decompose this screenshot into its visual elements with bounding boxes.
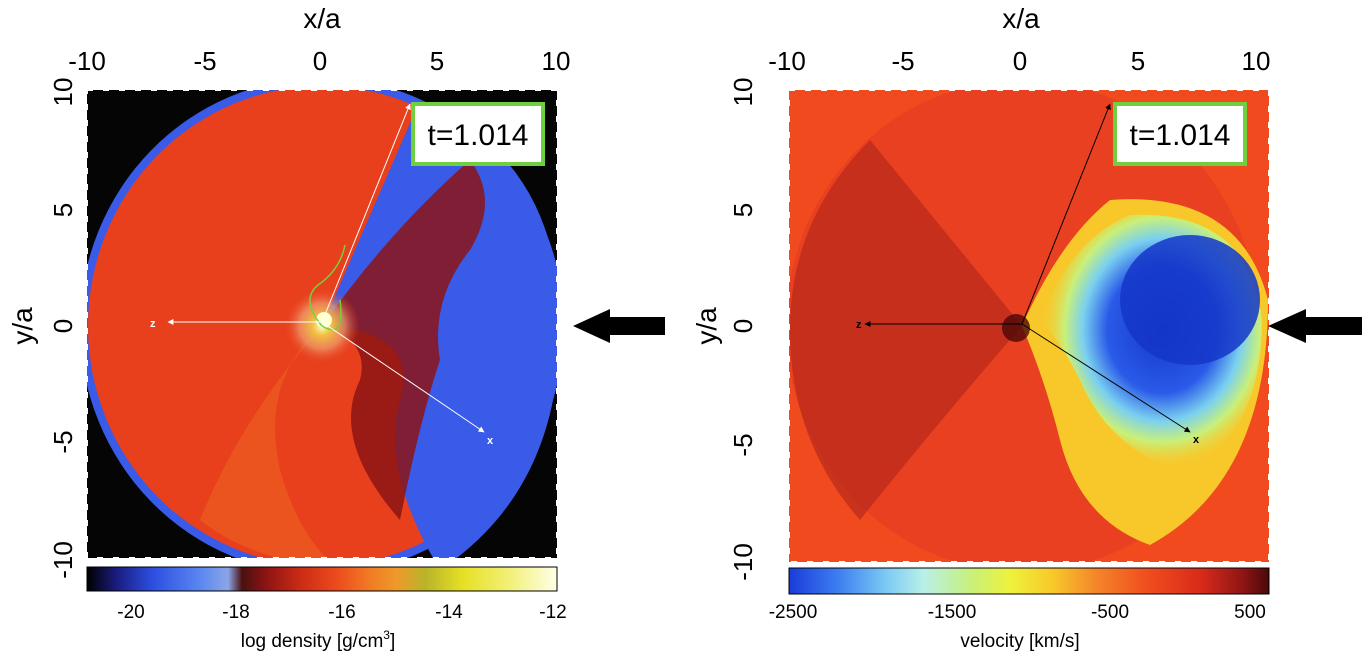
density-y-ticks: 10 5 0 -5 -10 bbox=[48, 78, 78, 579]
right-pointer-arrow bbox=[1268, 309, 1362, 343]
velocity-axis-vectors bbox=[864, 103, 1191, 433]
velocity-x-axis-label: x/a bbox=[1002, 3, 1040, 34]
velocity-time-label: t=1.014 bbox=[1130, 119, 1231, 152]
velocity-colorbar-label: velocity [km/s] bbox=[960, 631, 1079, 652]
velocity-y-axis-label: y/a bbox=[691, 307, 722, 345]
density-y-tick: -10 bbox=[48, 541, 78, 579]
density-x-tick: 10 bbox=[542, 46, 571, 76]
velocity-time-box bbox=[1113, 102, 1247, 166]
density-colorbar-label-sup: 3 bbox=[383, 628, 390, 642]
density-colorbar-tick: -20 bbox=[117, 602, 144, 623]
left-pointer-arrow bbox=[573, 309, 665, 343]
velocity-colorbar-tick: -500 bbox=[1091, 602, 1129, 623]
velocity-panel: x/a -10 -5 0 5 10 y/a 10 5 0 -5 -10 bbox=[691, 3, 1270, 652]
density-x-tick: -10 bbox=[68, 46, 106, 76]
velocity-colorbar bbox=[788, 567, 1270, 595]
density-panel: x/a -10 -5 0 5 10 y/a 10 5 0 -5 -10 bbox=[7, 3, 570, 652]
velocity-x-tick: -10 bbox=[768, 46, 806, 76]
velocity-map bbox=[789, 90, 1269, 562]
velocity-frame bbox=[788, 89, 1270, 563]
velocity-x-ticks: -10 -5 0 5 10 bbox=[768, 46, 1270, 76]
velocity-colorbar-tick: -1500 bbox=[928, 602, 977, 623]
density-x-axis-label: x/a bbox=[303, 3, 341, 34]
velocity-x-vector-label: x bbox=[1193, 434, 1200, 446]
density-colorbar-tick: -12 bbox=[539, 602, 566, 623]
density-z-axis-label: z bbox=[150, 318, 156, 330]
velocity-x-tick: 0 bbox=[1013, 46, 1027, 76]
density-x-tick: 5 bbox=[430, 46, 444, 76]
density-colorbar-label-end: ] bbox=[390, 631, 395, 652]
density-colorbar-tick: -18 bbox=[222, 602, 249, 623]
density-y-tick: 10 bbox=[48, 78, 78, 107]
density-y-tick: 0 bbox=[48, 319, 78, 333]
density-y-tick: -5 bbox=[48, 430, 78, 453]
density-colorbar-label-text: log density [g/cm bbox=[241, 631, 384, 652]
velocity-y-tick: -5 bbox=[728, 433, 758, 456]
density-x-tick: -5 bbox=[193, 46, 216, 76]
density-colorbar bbox=[86, 566, 558, 592]
velocity-x-tick: 10 bbox=[1242, 46, 1271, 76]
velocity-y-tick: -10 bbox=[728, 543, 758, 581]
velocity-colorbar-tick: 500 bbox=[1234, 602, 1266, 623]
velocity-colorbar-ticks: -2500 -1500 -500 500 bbox=[769, 602, 1266, 623]
velocity-y-tick: 0 bbox=[728, 319, 758, 333]
density-time-label: t=1.014 bbox=[428, 119, 529, 152]
density-colorbar-tick: -16 bbox=[328, 602, 355, 623]
velocity-z-axis-label: z bbox=[856, 319, 862, 331]
density-time-box bbox=[411, 102, 545, 166]
density-y-axis-label: y/a bbox=[7, 307, 38, 345]
velocity-colorbar-tick: -2500 bbox=[769, 602, 818, 623]
velocity-y-tick: 5 bbox=[728, 203, 758, 217]
velocity-x-tick: 5 bbox=[1131, 46, 1145, 76]
density-x-ticks: -10 -5 0 5 10 bbox=[68, 46, 570, 76]
density-colorbar-tick: -14 bbox=[435, 602, 463, 623]
density-map bbox=[87, 90, 557, 558]
density-x-vector-label: x bbox=[487, 435, 494, 447]
density-y-tick: 5 bbox=[48, 203, 78, 217]
density-colorbar-ticks: -20 -18 -16 -14 -12 bbox=[117, 602, 566, 623]
density-frame bbox=[86, 89, 558, 559]
velocity-x-tick: -5 bbox=[891, 46, 914, 76]
velocity-y-ticks: 10 5 0 -5 -10 bbox=[728, 78, 758, 581]
density-axis-vectors bbox=[167, 103, 485, 433]
velocity-y-tick: 10 bbox=[728, 78, 758, 107]
density-x-tick: 0 bbox=[313, 46, 327, 76]
density-colorbar-label: log density [g/cm3] bbox=[241, 628, 396, 652]
